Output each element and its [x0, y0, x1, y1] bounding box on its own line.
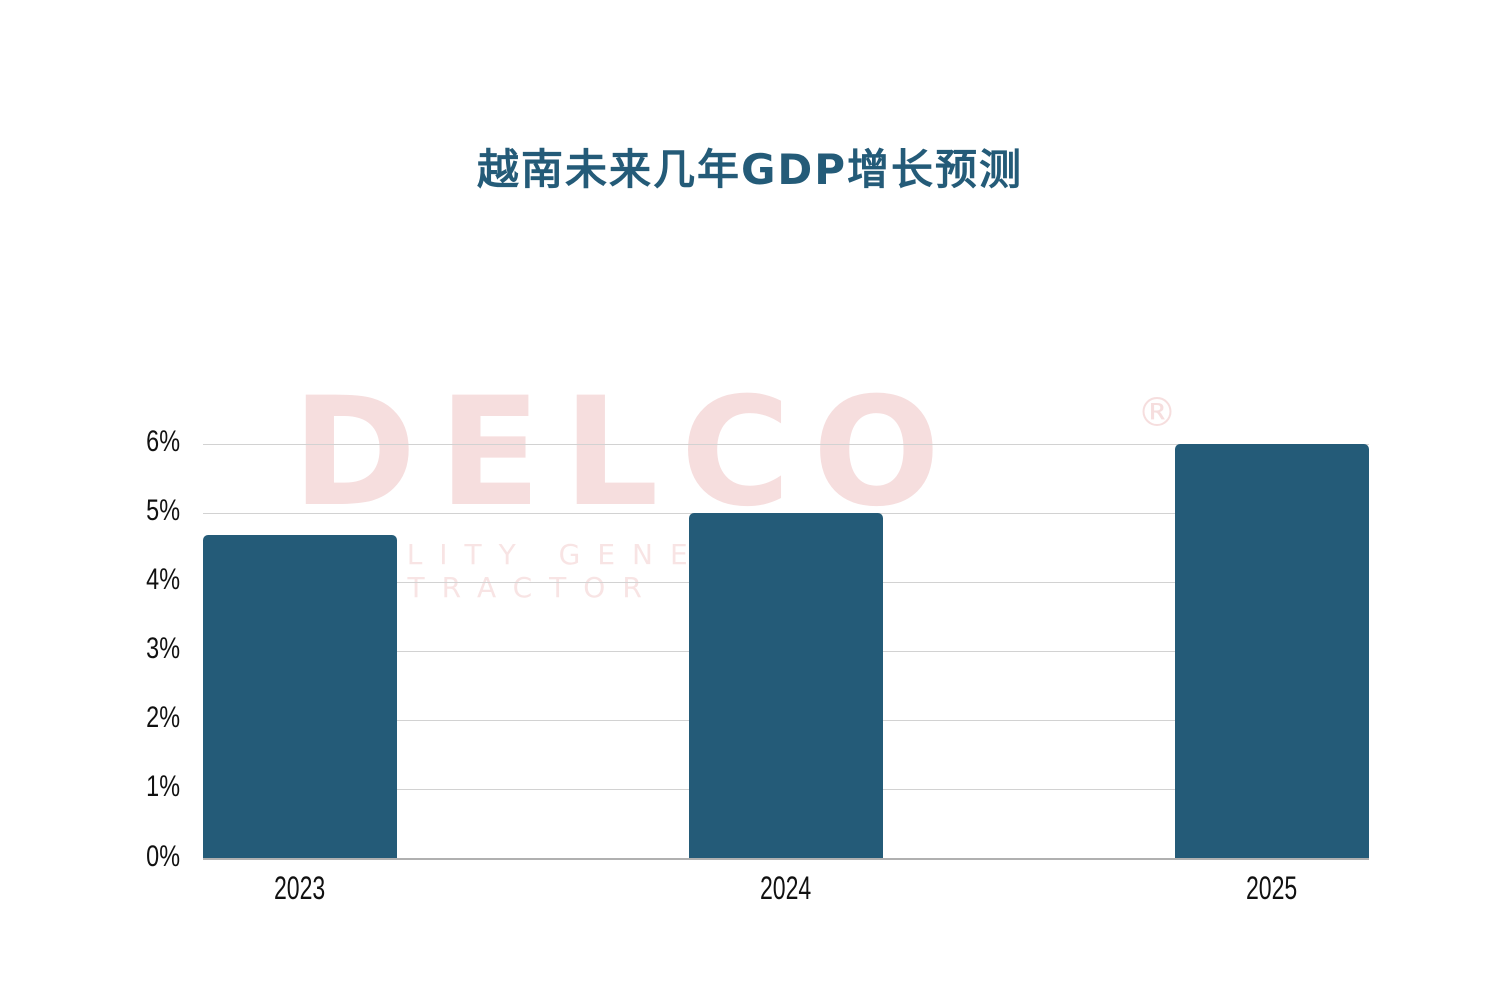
- y-tick-label: 3%: [146, 632, 180, 665]
- x-tick-2024: 2024: [760, 870, 812, 906]
- bar-2024: [689, 513, 883, 859]
- x-tick-2025: 2025: [1246, 870, 1298, 906]
- y-tick-label: 5%: [146, 494, 180, 527]
- chart-title: 越南未来几年GDP增长预测: [476, 145, 1024, 194]
- y-tick-label: 1%: [146, 770, 180, 803]
- x-axis-line: [203, 858, 1369, 860]
- x-tick-label: 2023: [203, 870, 397, 907]
- gridline-6: [203, 444, 1369, 445]
- bar-2025: [1175, 444, 1369, 859]
- watermark-brand: DELCO: [292, 366, 963, 540]
- x-tick-2023: 2023: [274, 870, 326, 906]
- x-tick-label: 2024: [689, 870, 883, 907]
- registered-icon: ®: [1137, 390, 1177, 436]
- y-tick-label: 0%: [146, 840, 180, 873]
- y-tick-label: 6%: [146, 425, 180, 458]
- x-tick-label: 2025: [1175, 870, 1369, 907]
- y-tick-label: 2%: [146, 701, 180, 734]
- bar-2023: [203, 535, 397, 859]
- y-tick-label: 4%: [146, 563, 180, 596]
